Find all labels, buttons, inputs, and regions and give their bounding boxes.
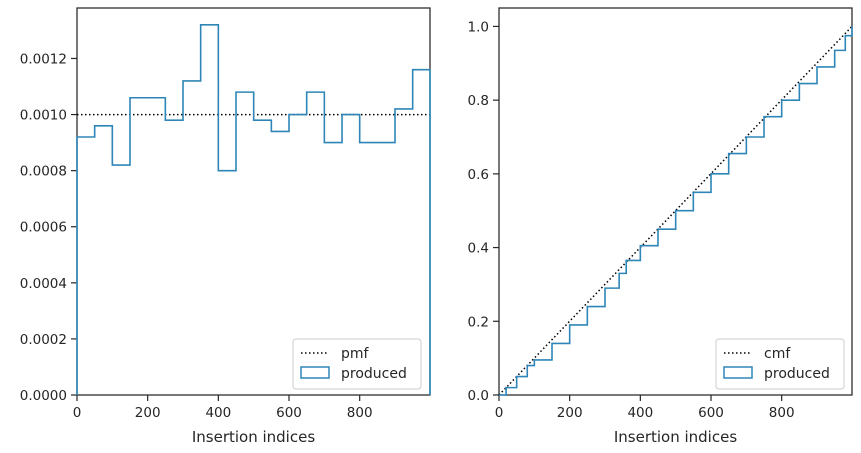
series-layer [498, 25, 853, 396]
legend-box [715, 338, 845, 390]
y-tick-label: 0.0000 [20, 388, 67, 404]
y-tick-label: 0.4 [468, 241, 489, 257]
legend-box [292, 338, 422, 390]
x-axis-label: Insertion indices [614, 428, 737, 446]
legend-label-cmf: cmf [764, 346, 791, 362]
x-tick-label: 600 [698, 405, 724, 421]
y-tick-label: 0.8 [468, 93, 489, 109]
y-tick-label: 0.6 [468, 167, 489, 183]
y-axis: 0.0 0.2 0.4 0.6 0.8 1.0 [468, 19, 499, 404]
legend-label-produced: produced [341, 366, 407, 382]
legend-label-produced: produced [764, 366, 830, 382]
legend-swatch-produced [300, 366, 330, 379]
pmf-chart-panel: 0 200 400 600 800 0.00000.00020.00040.00060.… [20, 7, 431, 446]
y-tick-label: 0.0012 [20, 51, 67, 67]
series-layer [76, 24, 431, 395]
y-tick-label: 0.0008 [20, 164, 67, 180]
x-tick-label: 800 [769, 405, 795, 421]
plot-frame [76, 7, 431, 396]
y-tick-label: 1.0 [468, 19, 489, 35]
cmf-chart-panel: 0 200 400 600 800 0.0 0.2 0.4 0.6 0.8 1.0 Inserti… [468, 7, 853, 446]
x-tick-label: 400 [205, 405, 231, 421]
x-tick-label: 400 [627, 405, 653, 421]
x-tick-label: 200 [557, 405, 583, 421]
y-axis: 0.0000 0.0002 0.0004 0.0006 0.0008 0.0010 0.00… [20, 51, 77, 404]
series-cmf-line [498, 25, 853, 396]
x-tick-label: 600 [276, 405, 302, 421]
series-produced-step [76, 24, 431, 395]
x-axis-label: Insertion indices [192, 428, 315, 446]
x-axis: 0 200 400 600 800 [495, 395, 795, 421]
x-tick-label: 0 [73, 405, 82, 421]
y-tick-label: 0.0004 [20, 276, 67, 292]
y-tick-label: 0.0006 [20, 220, 67, 236]
y-tick-label: 0.0002 [20, 332, 67, 348]
x-tick-label: 200 [135, 405, 161, 421]
y-tick-label: 0.2 [468, 314, 489, 330]
legend: pmf produced [292, 338, 422, 390]
x-tick-label: 0 [495, 405, 504, 421]
y-tick-label: 0.0010 [20, 108, 67, 124]
legend-label-pmf: pmf [341, 346, 370, 362]
x-axis: 0 200 400 600 800 [73, 395, 373, 421]
plot-frame [498, 7, 853, 396]
series-produced-step [499, 26, 853, 396]
x-tick-label: 800 [347, 405, 373, 421]
legend-swatch-produced [723, 366, 753, 379]
y-tick-label: 0.0 [468, 388, 489, 404]
legend: cmf produced [715, 338, 845, 390]
